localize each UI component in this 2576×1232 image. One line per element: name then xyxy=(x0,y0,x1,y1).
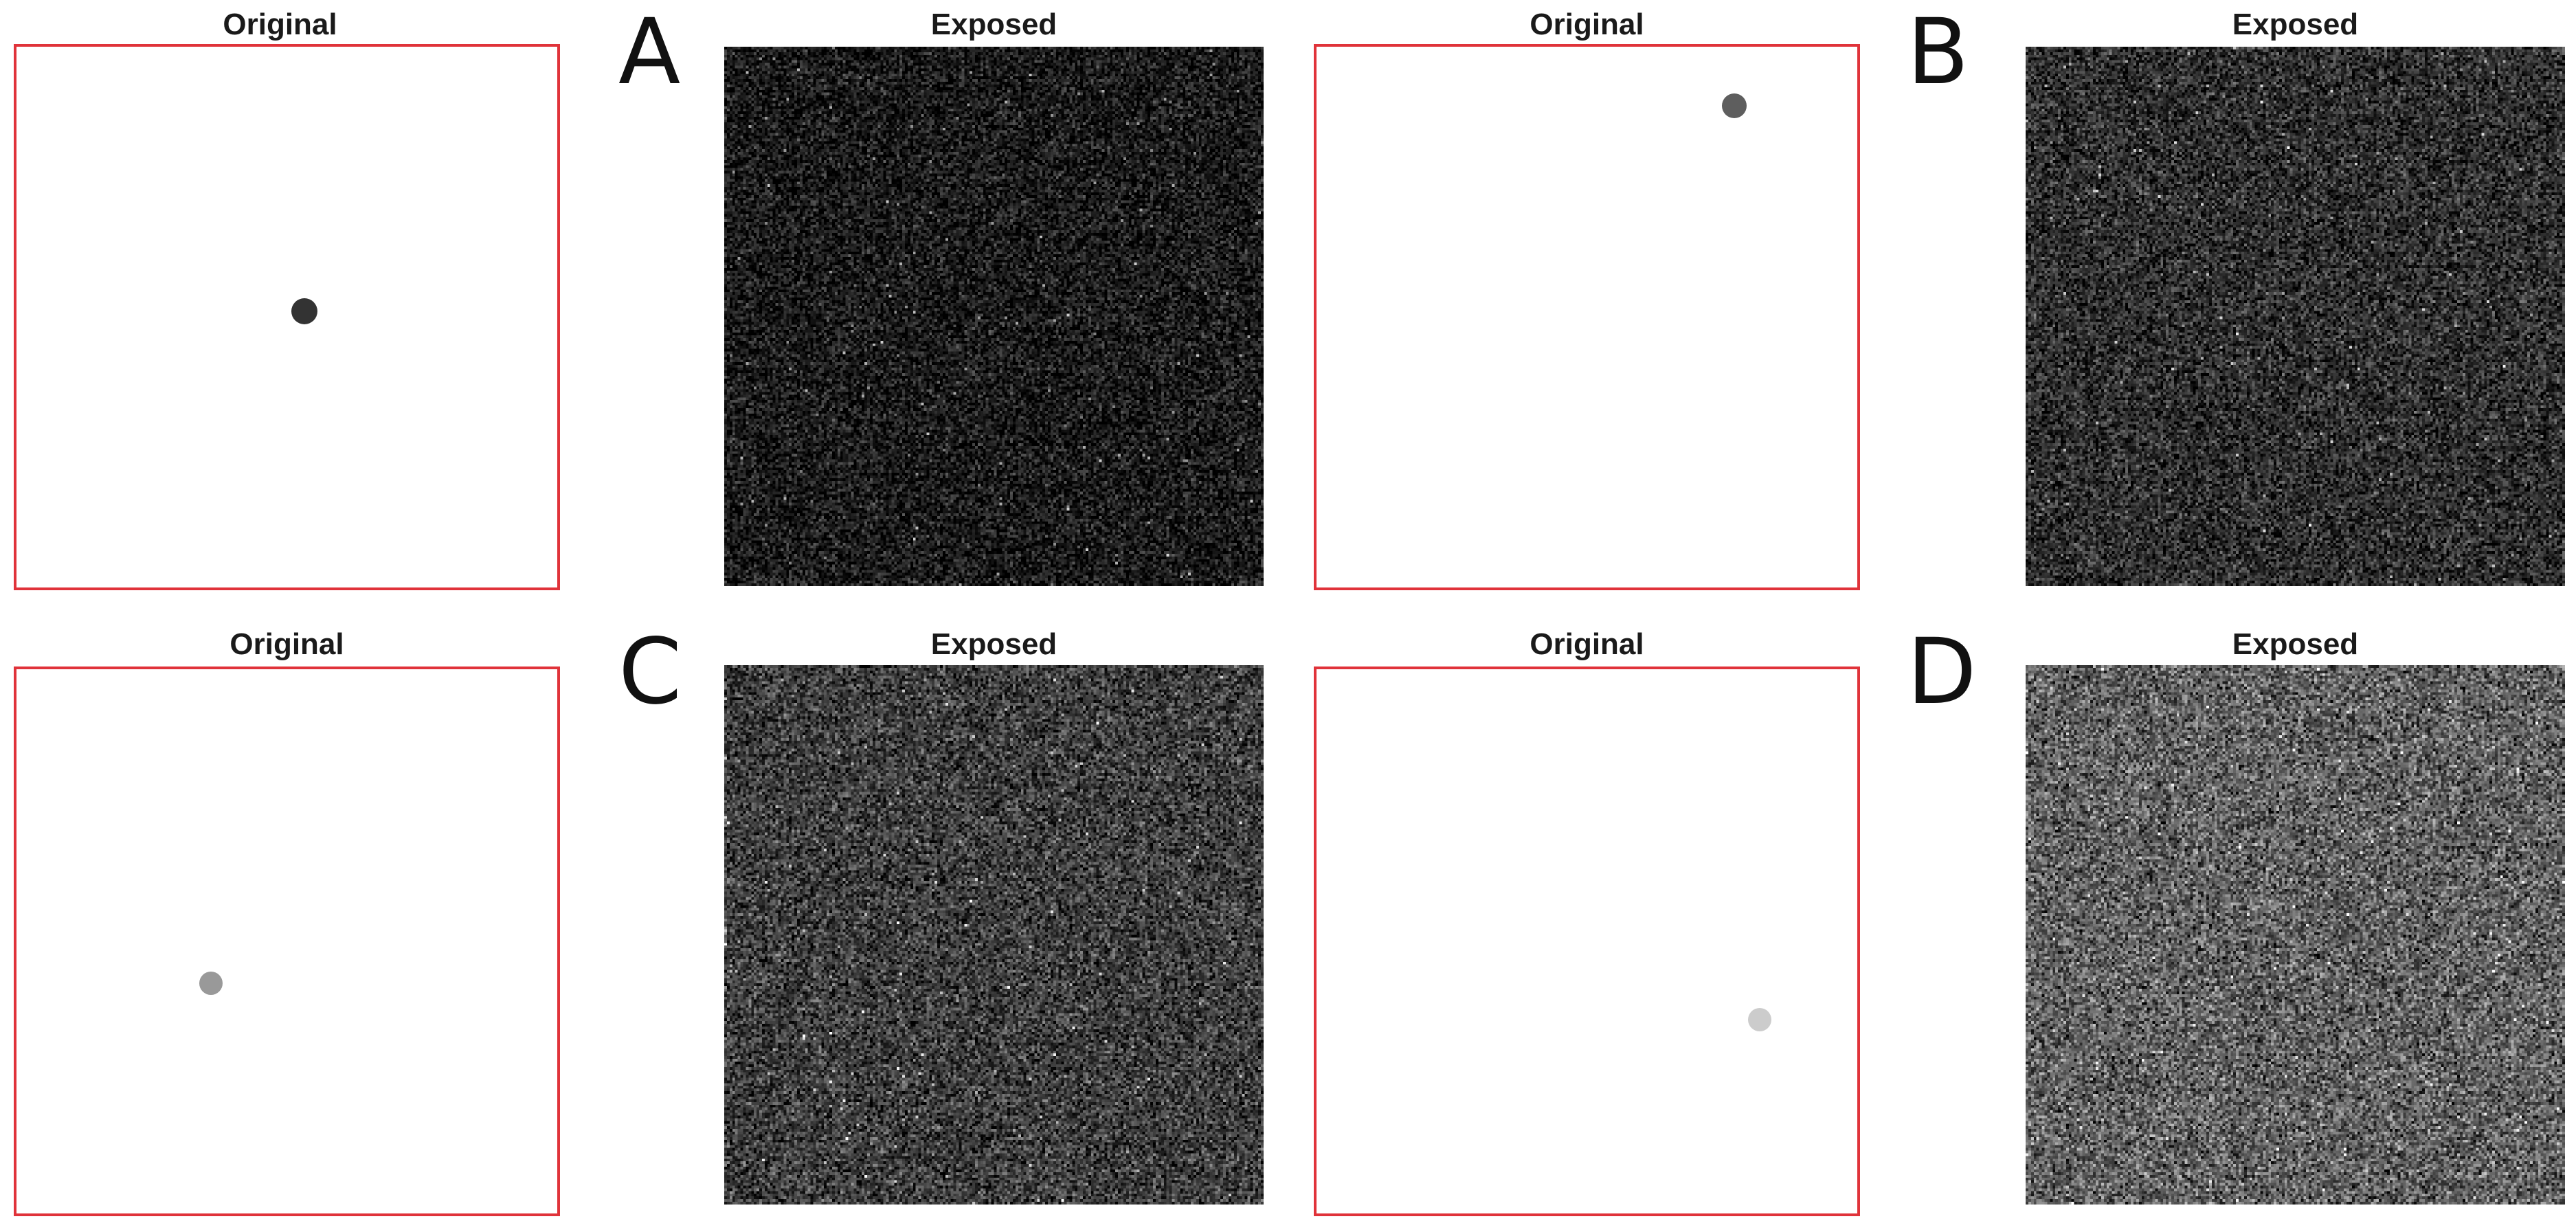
original-image-a xyxy=(14,44,560,590)
exposed-title-b: Exposed xyxy=(2232,8,2359,41)
panel-letter-d: D xyxy=(1907,619,1977,725)
exposed-noise-image-b xyxy=(2026,47,2565,586)
panel-letter-c: C xyxy=(618,619,682,725)
original-title-b: Original xyxy=(1530,8,1644,41)
object-dot-c xyxy=(199,972,223,995)
original-image-d xyxy=(1314,667,1860,1216)
exposed-noise-image-c xyxy=(724,665,1264,1205)
panel-letter-b: B xyxy=(1907,0,1969,105)
panel-letter-a: A xyxy=(618,0,681,105)
original-title-a: Original xyxy=(223,8,337,41)
exposed-title-d: Exposed xyxy=(2232,627,2359,661)
object-dot-b xyxy=(1722,93,1747,118)
object-dot-a xyxy=(291,298,317,324)
object-dot-d xyxy=(1748,1008,1771,1031)
exposed-noise-image-a xyxy=(724,47,1264,586)
exposed-noise-image-d xyxy=(2026,665,2565,1205)
original-title-d: Original xyxy=(1530,627,1644,661)
original-image-b xyxy=(1314,44,1860,590)
exposed-title-c: Exposed xyxy=(930,627,1057,661)
original-title-c: Original xyxy=(229,627,344,661)
exposed-title-a: Exposed xyxy=(930,8,1057,41)
original-image-c xyxy=(14,667,560,1216)
